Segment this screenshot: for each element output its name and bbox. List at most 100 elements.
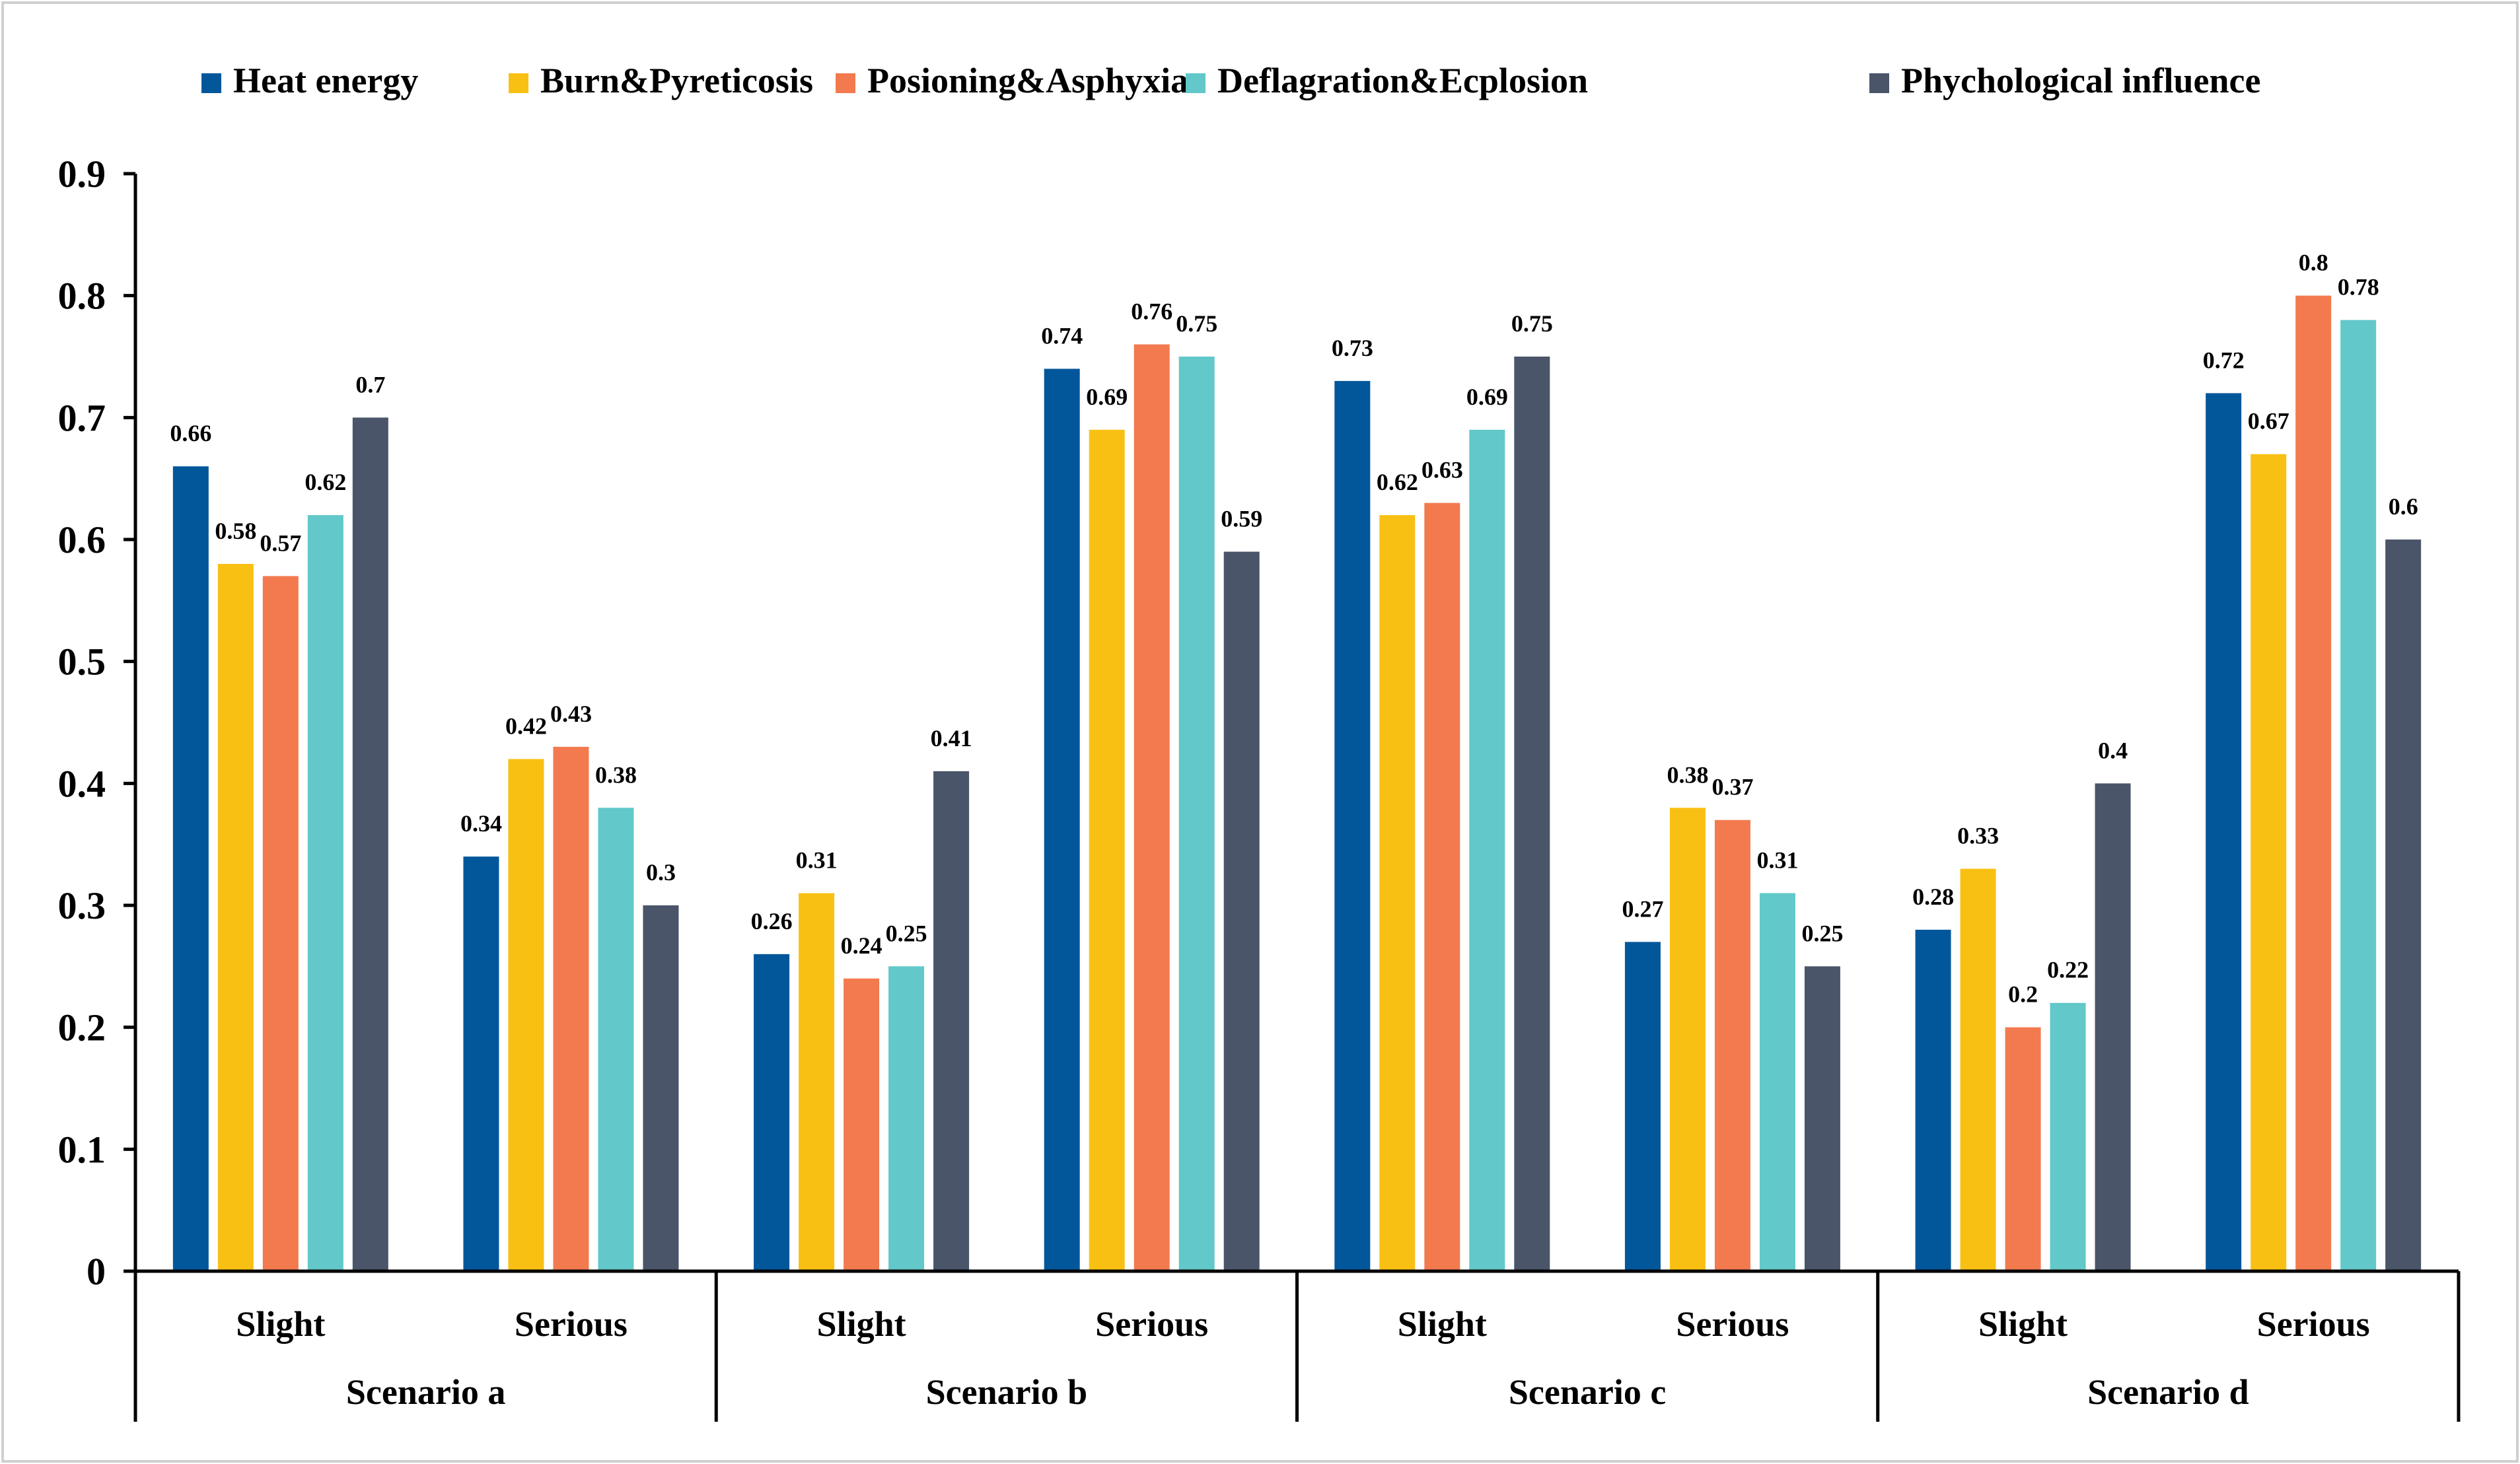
bar (2095, 783, 2131, 1271)
y-tick-label: 0.7 (58, 396, 106, 439)
bar (1915, 929, 1951, 1271)
bar (1804, 966, 1840, 1271)
x-category-label: Slight (817, 1304, 906, 1344)
bar (2206, 393, 2242, 1271)
legend-swatch (1186, 73, 1206, 93)
y-tick-label: 0.5 (58, 641, 106, 683)
data-label: 0.34 (460, 810, 502, 837)
legend-swatch (509, 73, 528, 93)
x-group-label: Scenario c (1509, 1372, 1666, 1412)
data-label: 0.42 (505, 713, 547, 739)
bar (844, 978, 880, 1271)
bar (2050, 1002, 2086, 1271)
legend-swatch (1869, 73, 1889, 93)
data-label: 0.72 (2203, 347, 2245, 373)
x-group-label: Scenario a (346, 1372, 505, 1412)
data-label: 0.57 (260, 530, 301, 556)
data-label: 0.63 (1422, 457, 1463, 483)
data-label: 0.8 (2299, 250, 2328, 276)
data-label: 0.75 (1176, 310, 1217, 337)
x-category-label: Serious (515, 1304, 628, 1344)
bar (2005, 1027, 2041, 1271)
x-axis: Slight Serious Slight Serious Slight Serious S… (133, 1269, 2461, 1422)
bar (2250, 454, 2287, 1271)
bar (1714, 819, 1750, 1271)
bar (1424, 503, 1460, 1271)
legend-label: Deflagration&Ecplosion (1217, 61, 1588, 100)
bar (1514, 357, 1550, 1271)
data-label: 0.22 (2047, 957, 2089, 983)
bar (643, 905, 679, 1271)
legend-label: Posioning&Asphyxia (867, 61, 1188, 100)
legend: Heat energy Burn&Pyreticosis Posioning&Asp… (201, 61, 2260, 100)
bar (2385, 540, 2422, 1271)
bar (172, 466, 209, 1272)
legend-label: Phychological influence (1901, 61, 2260, 100)
data-label: 0.28 (1912, 884, 1954, 910)
data-label: 0.33 (1957, 823, 1999, 849)
x-category-label: Serious (2257, 1304, 2370, 1344)
data-label: 0.27 (1622, 895, 1663, 922)
bar (754, 954, 790, 1271)
bar (1669, 808, 1706, 1271)
y-tick-label: 0.4 (58, 762, 106, 805)
data-label: 0.62 (305, 469, 346, 495)
data-label: 0.25 (1801, 920, 1843, 946)
bar (799, 893, 835, 1271)
legend-label: Burn&Pyreticosis (540, 61, 813, 100)
data-labels: 0.66 0.58 0.57 0.62 0.7 0.34 0.42 0.43 0.38 0.3 0.… (170, 250, 2418, 1008)
y-tick-label: 0 (87, 1250, 106, 1293)
x-category-label: Slight (1398, 1304, 1487, 1344)
bar (933, 771, 970, 1271)
bar (1960, 868, 1996, 1271)
data-label: 0.4 (2098, 737, 2128, 763)
bar (553, 746, 589, 1271)
bar (1223, 551, 1260, 1271)
bar (1759, 893, 1795, 1271)
y-axis: 0 0.1 0.2 0.3 0.4 0.5 0.6 0.7 0.8 0.9 (58, 153, 137, 1293)
data-label: 0.24 (841, 932, 882, 959)
bar (352, 417, 388, 1272)
bar (2295, 295, 2332, 1272)
data-label: 0.66 (170, 420, 211, 446)
bar (2340, 320, 2377, 1272)
x-category-label: Slight (1978, 1304, 2068, 1344)
bar (1089, 429, 1125, 1271)
bar (1044, 368, 1080, 1271)
data-label: 0.38 (1667, 761, 1708, 788)
data-label: 0.31 (1756, 847, 1798, 874)
data-label: 0.31 (796, 847, 838, 874)
legend-swatch (836, 73, 855, 93)
bar (1469, 429, 1505, 1271)
bar (1134, 344, 1170, 1271)
data-label: 0.76 (1131, 298, 1172, 325)
y-tick-label: 0.9 (58, 153, 106, 195)
legend-swatch (201, 73, 221, 93)
data-label: 0.69 (1086, 384, 1128, 410)
data-label: 0.3 (646, 859, 676, 886)
bar (262, 576, 299, 1271)
bar (1334, 380, 1371, 1271)
data-label: 0.7 (355, 371, 385, 398)
data-label: 0.67 (2248, 408, 2289, 435)
data-label: 0.38 (595, 761, 637, 788)
data-label: 0.58 (215, 518, 256, 544)
data-label: 0.62 (1377, 469, 1418, 495)
bar (508, 759, 544, 1271)
bar (598, 808, 634, 1271)
data-label: 0.25 (886, 920, 927, 946)
data-label: 0.75 (1511, 310, 1553, 337)
bar (217, 563, 254, 1271)
data-label: 0.41 (931, 725, 972, 751)
x-category-label: Slight (236, 1304, 325, 1344)
bar (1379, 515, 1416, 1271)
data-label: 0.37 (1711, 774, 1753, 800)
x-category-label: Serious (1095, 1304, 1208, 1344)
data-label: 0.74 (1041, 322, 1083, 349)
bar (307, 515, 343, 1271)
data-label: 0.43 (550, 701, 592, 727)
y-tick-label: 0.6 (58, 518, 106, 561)
legend-label: Heat energy (233, 61, 418, 100)
bar (1624, 942, 1661, 1271)
